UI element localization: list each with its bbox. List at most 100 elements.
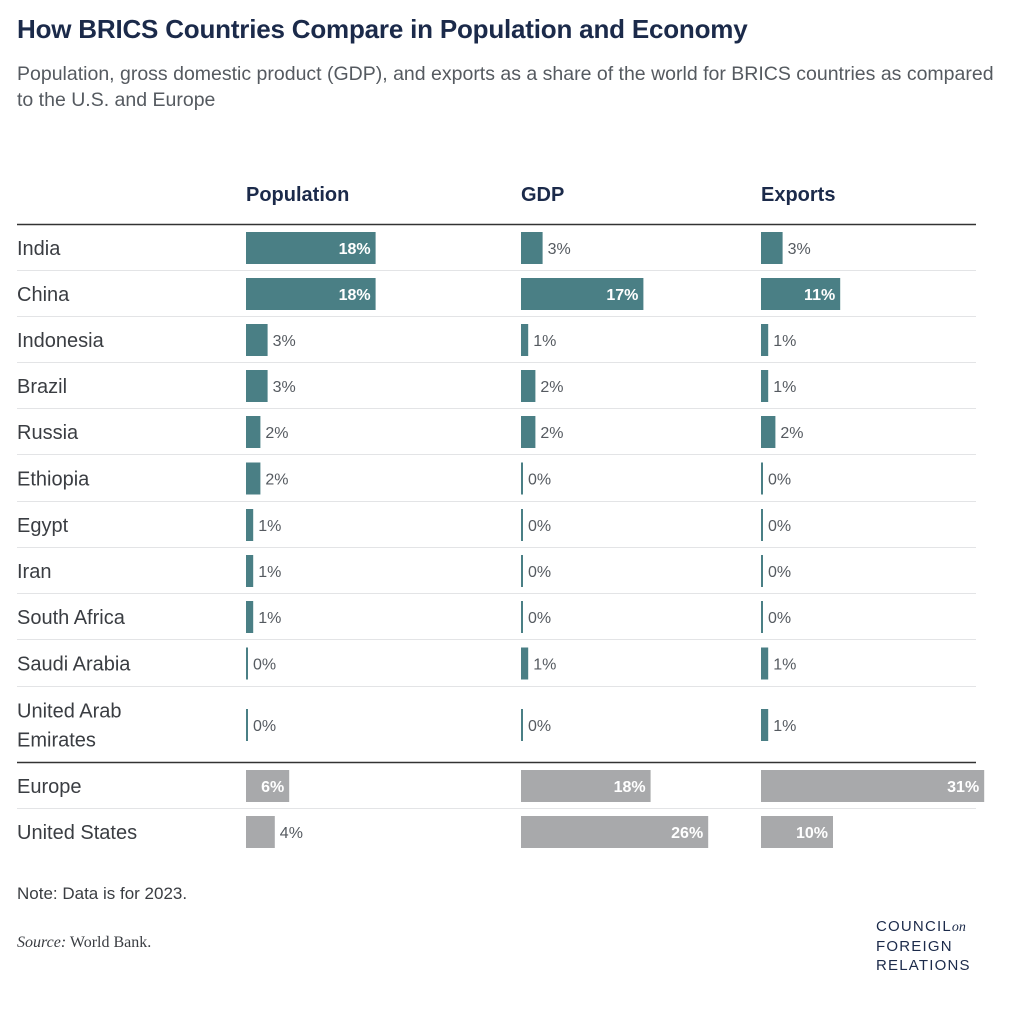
data-label-russia-gdp: 2% [540, 425, 563, 442]
row-label-brazil: Brazil [17, 376, 67, 398]
data-label-egypt-exports: 0% [768, 518, 791, 535]
data-label-united-arab-emirates-gdp: 0% [528, 718, 551, 735]
data-label-europe-gdp: 18% [614, 779, 646, 796]
chart-note: Note: Data is for 2023. [17, 884, 188, 903]
data-label-south-africa-population: 1% [258, 610, 281, 627]
data-label-ethiopia-exports: 0% [768, 472, 791, 489]
bar-saudi-arabia-exports [761, 647, 769, 680]
logo-line3: RELATIONS [876, 957, 971, 974]
bar-india-population [246, 232, 376, 264]
data-label-china-population: 18% [339, 287, 371, 304]
bar-china-exports [761, 278, 841, 310]
bar-ethiopia-population [246, 462, 261, 495]
chart-subtitle: Population, gross domestic product (GDP)… [17, 63, 994, 111]
cfr-logo: COUNCILon FOREIGN RELATIONS [876, 917, 986, 975]
row-label-saudi-arabia: Saudi Arabia [17, 654, 131, 676]
data-label-united-states-gdp: 26% [671, 825, 703, 842]
data-label-egypt-gdp: 0% [528, 518, 551, 535]
row-label-ethiopia: Ethiopia [17, 469, 90, 491]
bar-europe-population [246, 770, 290, 802]
data-label-united-arab-emirates-population: 0% [253, 718, 276, 735]
row-label-united-arab-emirates: Emirates [17, 730, 96, 752]
data-label-brazil-population: 3% [273, 379, 296, 396]
data-label-saudi-arabia-exports: 1% [773, 657, 796, 674]
data-label-india-exports: 3% [788, 241, 811, 258]
bar-russia-exports [761, 416, 776, 448]
bar-iran-gdp [521, 555, 523, 587]
bar-india-exports [761, 232, 783, 264]
bar-russia-population [246, 416, 261, 448]
data-label-indonesia-exports: 1% [773, 333, 796, 350]
data-label-united-states-population: 4% [280, 825, 303, 842]
bar-united-states-gdp [521, 816, 709, 848]
bar-indonesia-exports [761, 324, 769, 356]
data-label-united-states-exports: 10% [796, 825, 828, 842]
bar-united-states-exports [761, 816, 833, 848]
logo-line1-suffix: on [951, 920, 966, 935]
bar-indonesia-gdp [521, 324, 529, 356]
column-header-gdp: GDP [521, 184, 564, 206]
column-header-population: Population [246, 184, 349, 206]
data-label-south-africa-gdp: 0% [528, 610, 551, 627]
bar-brazil-gdp [521, 370, 536, 402]
bar-india-gdp [521, 232, 543, 264]
bar-united-arab-emirates-population [246, 709, 248, 741]
row-label-south-africa: South Africa [17, 607, 126, 629]
logo-line1: COUNCIL [876, 918, 952, 935]
bar-south-africa-gdp [521, 601, 523, 633]
data-label-china-exports: 11% [804, 287, 835, 304]
row-label-egypt: Egypt [17, 515, 69, 537]
logo-line2: FOREIGN [876, 938, 953, 955]
data-label-europe-population: 6% [261, 779, 284, 796]
data-label-indonesia-gdp: 1% [533, 333, 556, 350]
bar-brazil-exports [761, 370, 769, 402]
row-label-china: China [17, 284, 70, 306]
data-label-iran-population: 1% [258, 564, 281, 581]
bar-china-gdp [521, 278, 644, 310]
chart-source: Source: World Bank. [17, 934, 151, 952]
bar-united-arab-emirates-exports [761, 709, 769, 741]
bar-saudi-arabia-gdp [521, 647, 529, 680]
chart-title: How BRICS Countries Compare in Populatio… [17, 14, 748, 44]
bar-russia-gdp [521, 416, 536, 448]
data-label-iran-exports: 0% [768, 564, 791, 581]
bar-china-population [246, 278, 376, 310]
data-label-iran-gdp: 0% [528, 564, 551, 581]
data-label-europe-exports: 31% [947, 779, 979, 796]
bar-brazil-population [246, 370, 268, 402]
data-label-indonesia-population: 3% [273, 333, 296, 350]
row-label-russia: Russia [17, 422, 79, 444]
bar-europe-gdp [521, 770, 651, 802]
bar-egypt-exports [761, 509, 763, 541]
row-label-iran: Iran [17, 561, 51, 583]
data-label-saudi-arabia-population: 0% [253, 657, 276, 674]
column-header-exports: Exports [761, 184, 835, 206]
bar-egypt-population [246, 509, 254, 541]
data-label-india-gdp: 3% [548, 241, 571, 258]
bar-ethiopia-exports [761, 462, 763, 495]
data-label-india-population: 18% [339, 241, 371, 258]
bar-egypt-gdp [521, 509, 523, 541]
chart-grid: Population GDP Exports India 18% 3% 3% China 18%… [17, 184, 985, 848]
row-label-europe: Europe [17, 776, 82, 798]
data-label-china-gdp: 17% [606, 287, 638, 304]
bar-europe-exports [761, 770, 985, 802]
bar-saudi-arabia-population [246, 647, 248, 680]
row-label-united-states: United States [17, 822, 137, 844]
data-label-brazil-gdp: 2% [540, 379, 563, 396]
data-label-south-africa-exports: 0% [768, 610, 791, 627]
bar-south-africa-exports [761, 601, 763, 633]
bar-indonesia-population [246, 324, 268, 356]
bar-united-arab-emirates-gdp [521, 709, 523, 741]
source-label: Source: [17, 934, 67, 951]
data-label-saudi-arabia-gdp: 1% [533, 657, 556, 674]
row-label-united-arab-emirates: United Arab [17, 701, 122, 723]
row-label-india: India [17, 238, 61, 260]
data-label-ethiopia-population: 2% [265, 472, 288, 489]
row-label-indonesia: Indonesia [17, 330, 105, 352]
data-label-ethiopia-gdp: 0% [528, 472, 551, 489]
data-label-brazil-exports: 1% [773, 379, 796, 396]
bar-iran-population [246, 555, 254, 587]
source-text: World Bank. [66, 934, 152, 951]
bar-united-states-population [246, 816, 275, 848]
